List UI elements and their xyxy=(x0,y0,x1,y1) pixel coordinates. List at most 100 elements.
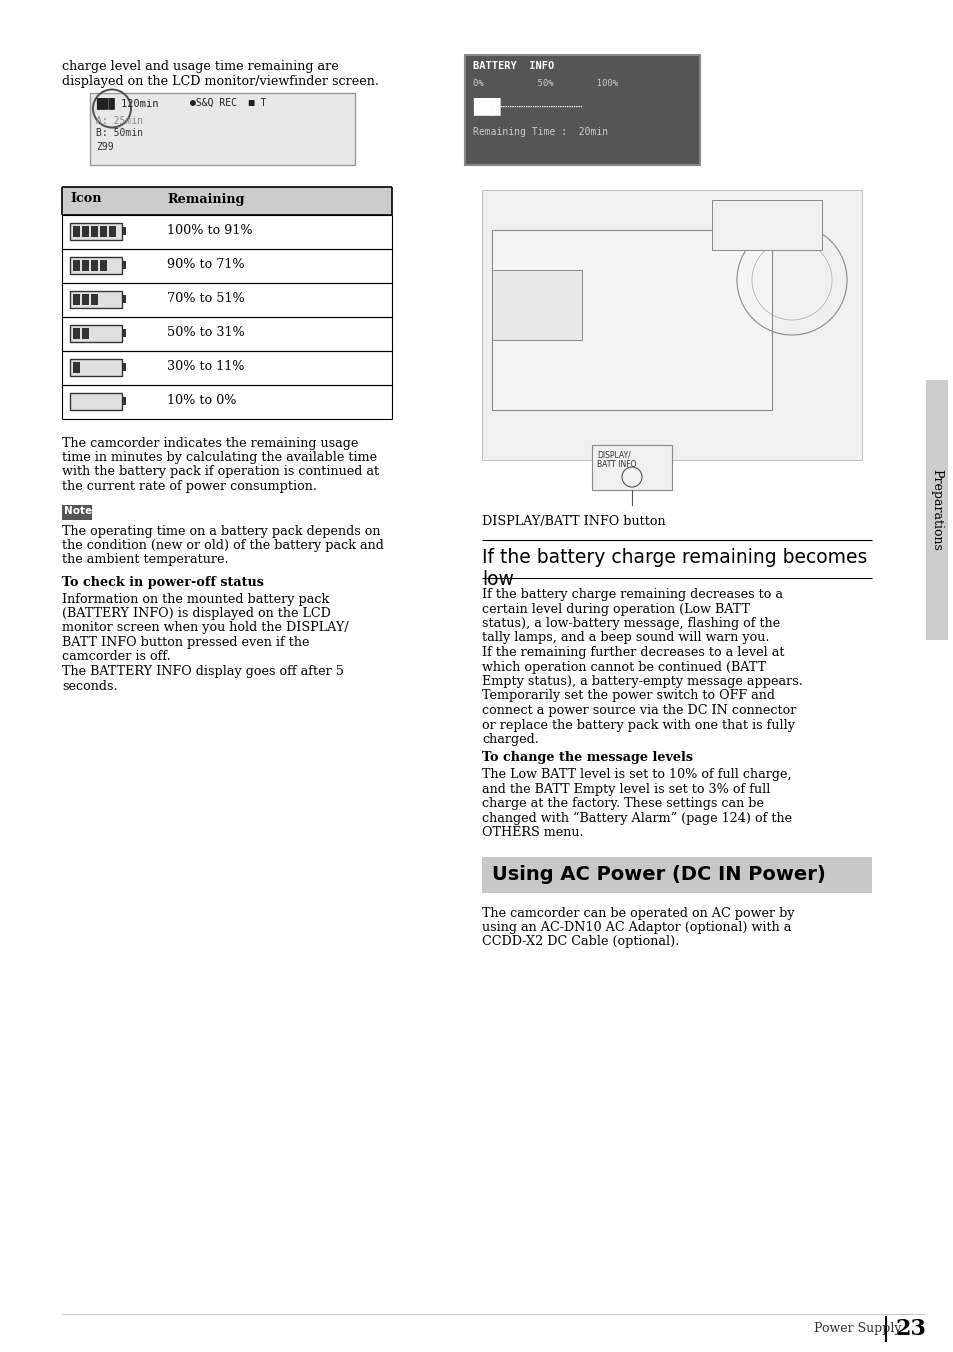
Text: tally lamps, and a beep sound will warn you.: tally lamps, and a beep sound will warn … xyxy=(481,631,769,645)
Text: 10% to 0%: 10% to 0% xyxy=(167,393,236,407)
Bar xyxy=(122,396,126,406)
Bar xyxy=(62,187,392,215)
Bar xyxy=(73,293,80,304)
Text: the ambient temperature.: the ambient temperature. xyxy=(62,553,229,566)
Text: 50% to 31%: 50% to 31% xyxy=(167,326,245,338)
Bar xyxy=(73,327,80,338)
Bar xyxy=(100,226,107,237)
Text: CCDD-X2 DC Cable (optional).: CCDD-X2 DC Cable (optional). xyxy=(481,936,679,949)
Text: ███┈┈┈┈┈┈┈┈┈: ███┈┈┈┈┈┈┈┈┈ xyxy=(473,97,582,115)
Text: Power Supply: Power Supply xyxy=(813,1322,901,1334)
Bar xyxy=(82,226,89,237)
Bar xyxy=(70,257,122,273)
Text: A: 25min: A: 25min xyxy=(96,115,143,126)
Bar xyxy=(122,362,126,372)
Bar xyxy=(91,293,98,304)
Text: displayed on the LCD monitor/viewfinder screen.: displayed on the LCD monitor/viewfinder … xyxy=(62,74,378,88)
Bar xyxy=(925,380,947,639)
Text: Temporarily set the power switch to OFF and: Temporarily set the power switch to OFF … xyxy=(481,690,774,703)
Text: ●S&Q REC  ■ T: ●S&Q REC ■ T xyxy=(190,97,266,108)
Bar xyxy=(70,392,122,410)
Text: monitor screen when you hold the DISPLAY/: monitor screen when you hold the DISPLAY… xyxy=(62,622,348,634)
Text: connect a power source via the DC IN connector: connect a power source via the DC IN con… xyxy=(481,704,796,717)
Text: Remaining: Remaining xyxy=(167,192,244,206)
Text: To change the message levels: To change the message levels xyxy=(481,752,692,764)
Text: 70% to 51%: 70% to 51% xyxy=(167,292,245,304)
Text: using an AC-DN10 AC Adaptor (optional) with a: using an AC-DN10 AC Adaptor (optional) w… xyxy=(481,921,791,934)
Text: low: low xyxy=(481,571,514,589)
Text: Remaining Time :  20min: Remaining Time : 20min xyxy=(473,127,607,137)
Text: 100% to 91%: 100% to 91% xyxy=(167,223,253,237)
Text: Empty status), a battery-empty message appears.: Empty status), a battery-empty message a… xyxy=(481,675,802,688)
Bar xyxy=(90,92,355,165)
Text: the current rate of power consumption.: the current rate of power consumption. xyxy=(62,480,316,493)
Text: (BATTERY INFO) is displayed on the LCD: (BATTERY INFO) is displayed on the LCD xyxy=(62,607,331,621)
Text: time in minutes by calculating the available time: time in minutes by calculating the avail… xyxy=(62,452,376,464)
Bar xyxy=(464,55,700,165)
Text: 90% to 71%: 90% to 71% xyxy=(167,257,244,270)
Bar xyxy=(70,223,122,239)
Bar xyxy=(492,230,771,410)
Bar xyxy=(122,261,126,269)
Text: BATT INFO: BATT INFO xyxy=(597,460,636,469)
Text: Information on the mounted battery pack: Information on the mounted battery pack xyxy=(62,592,329,606)
Bar xyxy=(91,226,98,237)
Text: charge level and usage time remaining are: charge level and usage time remaining ar… xyxy=(62,59,338,73)
Bar xyxy=(122,329,126,337)
Text: changed with “Battery Alarm” (page 124) of the: changed with “Battery Alarm” (page 124) … xyxy=(481,811,791,825)
Text: which operation cannot be continued (BATT: which operation cannot be continued (BAT… xyxy=(481,661,765,673)
Bar xyxy=(122,227,126,235)
Bar xyxy=(70,324,122,342)
Text: Icon: Icon xyxy=(70,192,101,206)
Text: ███ 120min: ███ 120min xyxy=(96,97,158,110)
Bar xyxy=(73,361,80,373)
Text: certain level during operation (Low BATT: certain level during operation (Low BATT xyxy=(481,603,749,615)
Text: and the BATT Empty level is set to 3% of full: and the BATT Empty level is set to 3% of… xyxy=(481,783,770,795)
Bar xyxy=(70,358,122,376)
Text: BATTERY  INFO: BATTERY INFO xyxy=(473,61,554,72)
Bar xyxy=(62,504,91,519)
Bar xyxy=(100,260,107,270)
Bar xyxy=(82,327,89,338)
Text: charge at the factory. These settings can be: charge at the factory. These settings ca… xyxy=(481,796,763,810)
Bar xyxy=(109,226,116,237)
Text: charged.: charged. xyxy=(481,733,538,746)
Text: The BATTERY INFO display goes off after 5: The BATTERY INFO display goes off after … xyxy=(62,665,344,677)
Text: If the battery charge remaining becomes: If the battery charge remaining becomes xyxy=(481,548,866,566)
Text: 0%          50%        100%: 0% 50% 100% xyxy=(473,78,618,88)
Text: Preparations: Preparations xyxy=(929,469,943,550)
Text: The camcorder indicates the remaining usage: The camcorder indicates the remaining us… xyxy=(62,437,358,449)
Bar xyxy=(82,260,89,270)
Text: 30% to 11%: 30% to 11% xyxy=(167,360,244,373)
Text: If the remaining further decreases to a level at: If the remaining further decreases to a … xyxy=(481,646,783,658)
Text: Z99: Z99 xyxy=(96,142,113,151)
Text: with the battery pack if operation is continued at: with the battery pack if operation is co… xyxy=(62,465,378,479)
Bar xyxy=(91,260,98,270)
Bar xyxy=(592,445,671,489)
Bar xyxy=(481,191,862,460)
Text: DISPLAY/BATT INFO button: DISPLAY/BATT INFO button xyxy=(481,515,665,529)
Text: To check in power-off status: To check in power-off status xyxy=(62,576,264,589)
Text: seconds.: seconds. xyxy=(62,680,117,692)
Bar xyxy=(73,226,80,237)
Text: BATT INFO button pressed even if the: BATT INFO button pressed even if the xyxy=(62,635,309,649)
Text: OTHERS menu.: OTHERS menu. xyxy=(481,826,583,840)
Text: Using AC Power (DC IN Power): Using AC Power (DC IN Power) xyxy=(492,864,825,883)
Bar xyxy=(73,260,80,270)
Text: 23: 23 xyxy=(895,1318,926,1340)
Bar xyxy=(711,200,821,250)
Text: B: 50min: B: 50min xyxy=(96,128,143,138)
Text: or replace the battery pack with one that is fully: or replace the battery pack with one tha… xyxy=(481,718,794,731)
Text: the condition (new or old) of the battery pack and: the condition (new or old) of the batter… xyxy=(62,539,383,552)
Text: Note: Note xyxy=(64,506,92,515)
Bar xyxy=(122,295,126,303)
Bar xyxy=(481,857,871,892)
Text: The Low BATT level is set to 10% of full charge,: The Low BATT level is set to 10% of full… xyxy=(481,768,791,781)
Bar xyxy=(70,291,122,307)
Text: If the battery charge remaining decreases to a: If the battery charge remaining decrease… xyxy=(481,588,782,602)
Bar xyxy=(492,270,581,339)
Text: camcorder is off.: camcorder is off. xyxy=(62,650,171,664)
Text: status), a low-battery message, flashing of the: status), a low-battery message, flashing… xyxy=(481,617,780,630)
Text: DISPLAY/: DISPLAY/ xyxy=(597,450,630,458)
Text: The operating time on a battery pack depends on: The operating time on a battery pack dep… xyxy=(62,525,380,538)
